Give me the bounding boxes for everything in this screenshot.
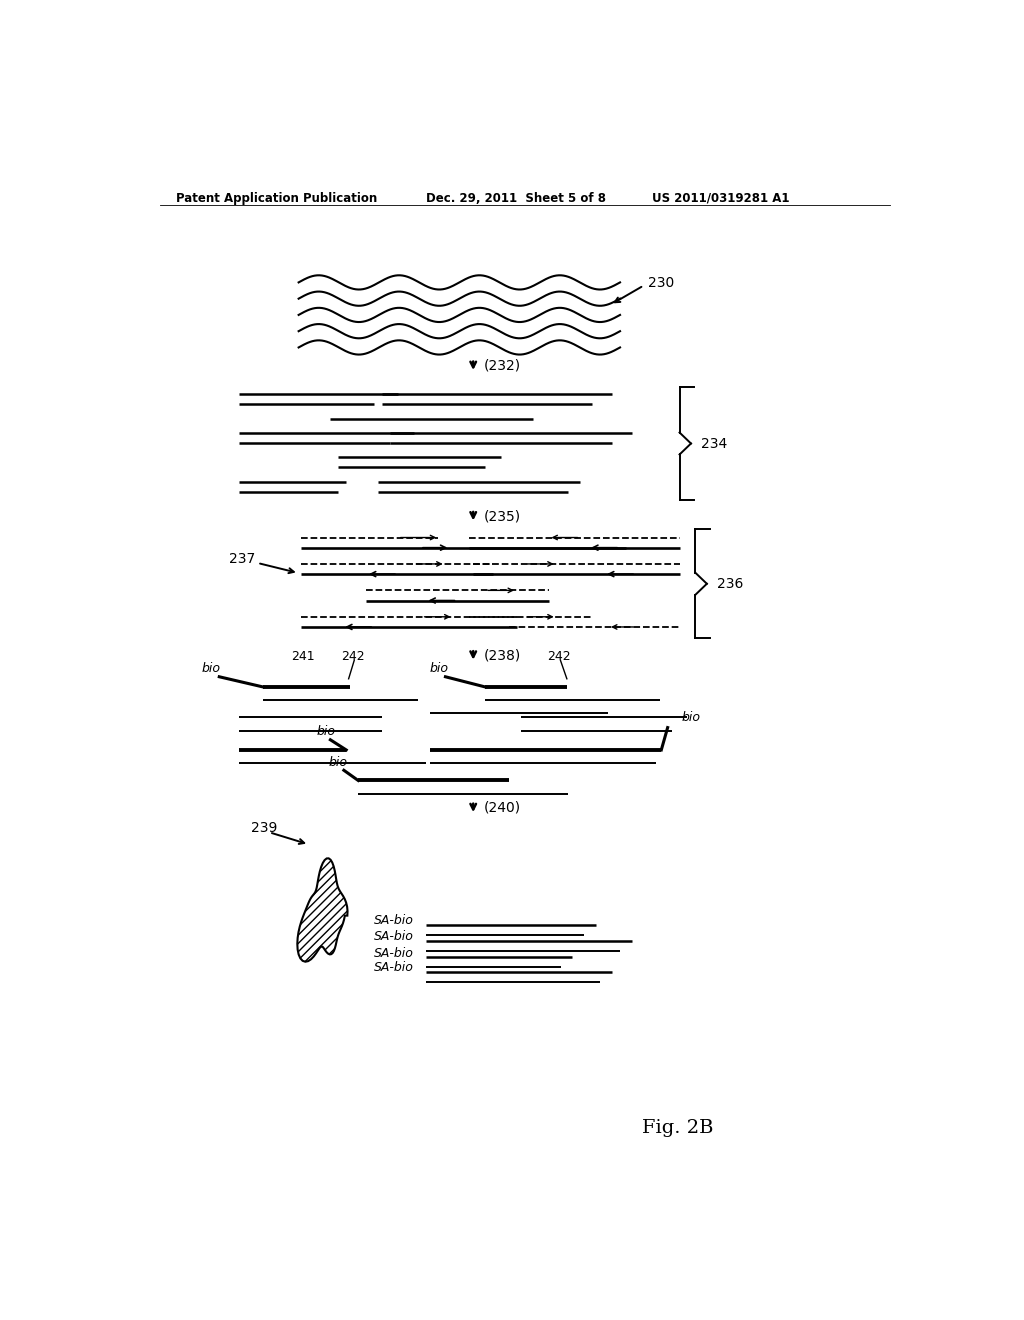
Text: SA-bio: SA-bio: [374, 946, 414, 960]
Text: 234: 234: [701, 437, 727, 450]
Text: Fig. 2B: Fig. 2B: [642, 1119, 714, 1137]
Text: 242: 242: [341, 649, 365, 663]
Text: 241: 241: [291, 649, 314, 663]
Text: (240): (240): [483, 801, 520, 814]
Text: bio: bio: [430, 663, 449, 675]
Text: (235): (235): [483, 510, 520, 523]
Text: Dec. 29, 2011  Sheet 5 of 8: Dec. 29, 2011 Sheet 5 of 8: [426, 191, 605, 205]
Text: SA-bio: SA-bio: [374, 931, 414, 944]
Text: US 2011/0319281 A1: US 2011/0319281 A1: [652, 191, 790, 205]
Text: 242: 242: [547, 649, 570, 663]
Text: bio: bio: [316, 725, 336, 738]
Text: 239: 239: [251, 821, 278, 836]
Text: 236: 236: [717, 577, 743, 591]
Text: (238): (238): [483, 648, 521, 663]
Text: bio: bio: [681, 711, 700, 723]
Text: (232): (232): [483, 359, 520, 372]
Text: 237: 237: [228, 552, 255, 566]
Text: SA-bio: SA-bio: [374, 961, 414, 974]
Text: SA-bio: SA-bio: [374, 915, 414, 927]
Text: bio: bio: [329, 755, 348, 768]
Text: bio: bio: [202, 663, 221, 675]
Text: 230: 230: [648, 276, 674, 290]
Text: Patent Application Publication: Patent Application Publication: [176, 191, 377, 205]
